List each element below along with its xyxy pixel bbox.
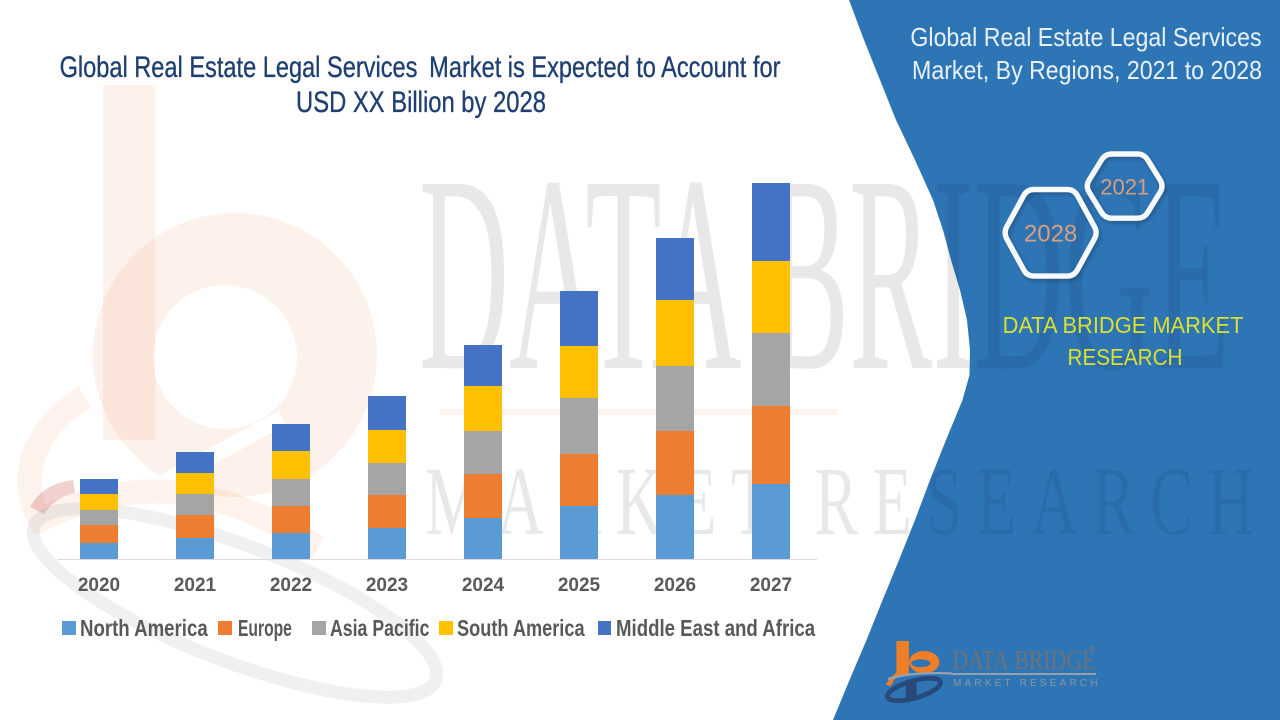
svg-text:2021: 2021 <box>1100 175 1149 200</box>
svg-text:2028: 2028 <box>1024 220 1077 247</box>
